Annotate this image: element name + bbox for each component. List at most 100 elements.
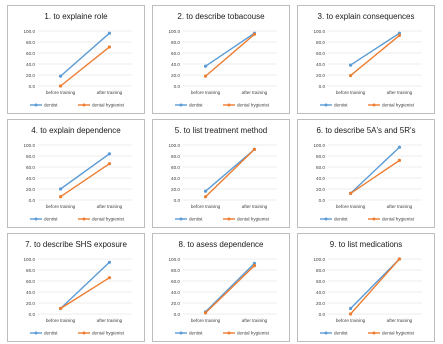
y-tick-label: 0.0 [29,198,36,203]
y-tick-label: 100.0 [314,29,326,34]
chart-panel: 6. to describe 5A's and 5R's 100.0 80.0 60.… [297,119,435,228]
legend-marker [34,103,38,107]
legend-label: dentist [189,331,203,336]
data-point [58,187,63,191]
x-tick-label: before training [191,204,221,209]
chart-title: 8. to asess dependence [178,240,264,249]
x-tick-label: after training [242,318,268,323]
legend-marker [324,103,328,107]
data-point [203,195,208,199]
y-tick-label: 100.0 [169,143,181,148]
legend-marker [179,103,183,107]
series-line [205,265,255,314]
y-tick-label: 80.0 [316,268,325,273]
y-tick-label: 40.0 [316,290,325,295]
data-point [348,73,353,78]
y-tick-label: 0.0 [174,312,181,317]
chart-svg: 100.0 80.0 60.0 40.0 20.0 0.0 before training a… [314,143,422,222]
chart-svg: 100.0 80.0 60.0 40.0 20.0 0.0 before training a… [169,29,277,108]
data-point [252,261,257,265]
legend-marker [34,331,38,335]
data-point [397,158,402,162]
series-line [350,32,400,66]
series-line [60,153,110,190]
y-tick-label: 60.0 [316,51,325,56]
y-tick-label: 0.0 [319,198,326,203]
legend-marker [82,103,86,107]
y-tick-label: 80.0 [171,40,180,45]
data-point [397,257,402,261]
y-tick-label: 60.0 [171,165,180,170]
legend-label: dental hygienist [237,331,270,336]
y-tick-label: 60.0 [26,165,35,170]
x-tick-label: before training [46,90,76,95]
data-point [58,84,63,88]
legend-marker [372,217,376,221]
legend-marker [372,331,376,335]
y-tick-label: 80.0 [26,154,35,159]
chart-panel: 3. to explain consequences 100.0 80.0 60.0 4… [297,5,435,114]
series-line [60,277,110,310]
legend-label: dentist [334,103,348,108]
chart-svg: 100.0 80.0 60.0 40.0 20.0 0.0 before training a… [24,257,132,336]
legend-label: dental hygienist [382,331,415,336]
legend-label: dentist [44,217,58,222]
y-tick-label: 80.0 [171,268,180,273]
data-point [203,64,208,68]
legend-marker [227,217,231,221]
data-point [58,306,63,311]
data-point [252,147,257,151]
x-tick-label: before training [336,204,366,209]
x-tick-label: after training [97,318,123,323]
legend-marker [179,217,183,221]
y-tick-label: 60.0 [171,51,180,56]
x-tick-label: before training [336,90,366,95]
x-tick-label: before training [46,318,76,323]
data-point [348,306,353,311]
y-tick-label: 60.0 [316,279,325,284]
data-point [252,264,257,268]
y-tick-label: 80.0 [316,154,325,159]
data-point [58,195,63,199]
chart-title: 1. to explaine role [44,12,108,21]
chart-title: 7. to describe SHS exposure [25,240,127,249]
legend-label: dental hygienist [382,217,415,222]
legend-marker [227,331,231,335]
x-tick-label: before training [191,90,221,95]
y-tick-label: 100.0 [24,257,36,262]
y-tick-label: 60.0 [26,51,35,56]
y-tick-label: 20.0 [26,187,35,192]
y-tick-label: 100.0 [314,143,326,148]
y-tick-label: 100.0 [24,29,36,34]
data-point [203,74,208,78]
legend-label: dentist [189,217,203,222]
series-line [205,33,255,77]
chart-panel: 8. to asess dependence 100.0 80.0 60.0 40.0 2… [152,233,290,342]
y-tick-label: 40.0 [171,290,180,295]
x-tick-label: after training [97,204,123,209]
y-tick-label: 80.0 [26,40,35,45]
y-tick-label: 60.0 [171,279,180,284]
chart-title: 4. to explain dependence [31,126,121,135]
series-line [350,159,400,194]
data-point [397,145,402,149]
series-line [350,34,400,77]
chart-panel: 2. to describe tobacouse 100.0 80.0 60.0 40.… [152,5,290,114]
y-tick-label: 40.0 [171,176,180,181]
y-tick-label: 0.0 [174,198,181,203]
y-tick-label: 20.0 [316,187,325,192]
x-tick-label: after training [387,318,413,323]
y-tick-label: 20.0 [171,187,180,192]
y-tick-label: 100.0 [169,257,181,262]
y-tick-label: 100.0 [169,29,181,34]
legend-label: dental hygienist [237,103,270,108]
chart-svg: 100.0 80.0 60.0 40.0 20.0 0.0 before training a… [24,143,132,222]
series-line [60,163,110,198]
series-line [60,261,110,310]
series-line [350,258,400,315]
chart-svg: 100.0 80.0 60.0 40.0 20.0 0.0 before training a… [169,257,277,336]
data-point [397,33,402,37]
data-point [348,191,353,195]
data-point [58,74,63,78]
data-point [107,31,112,35]
